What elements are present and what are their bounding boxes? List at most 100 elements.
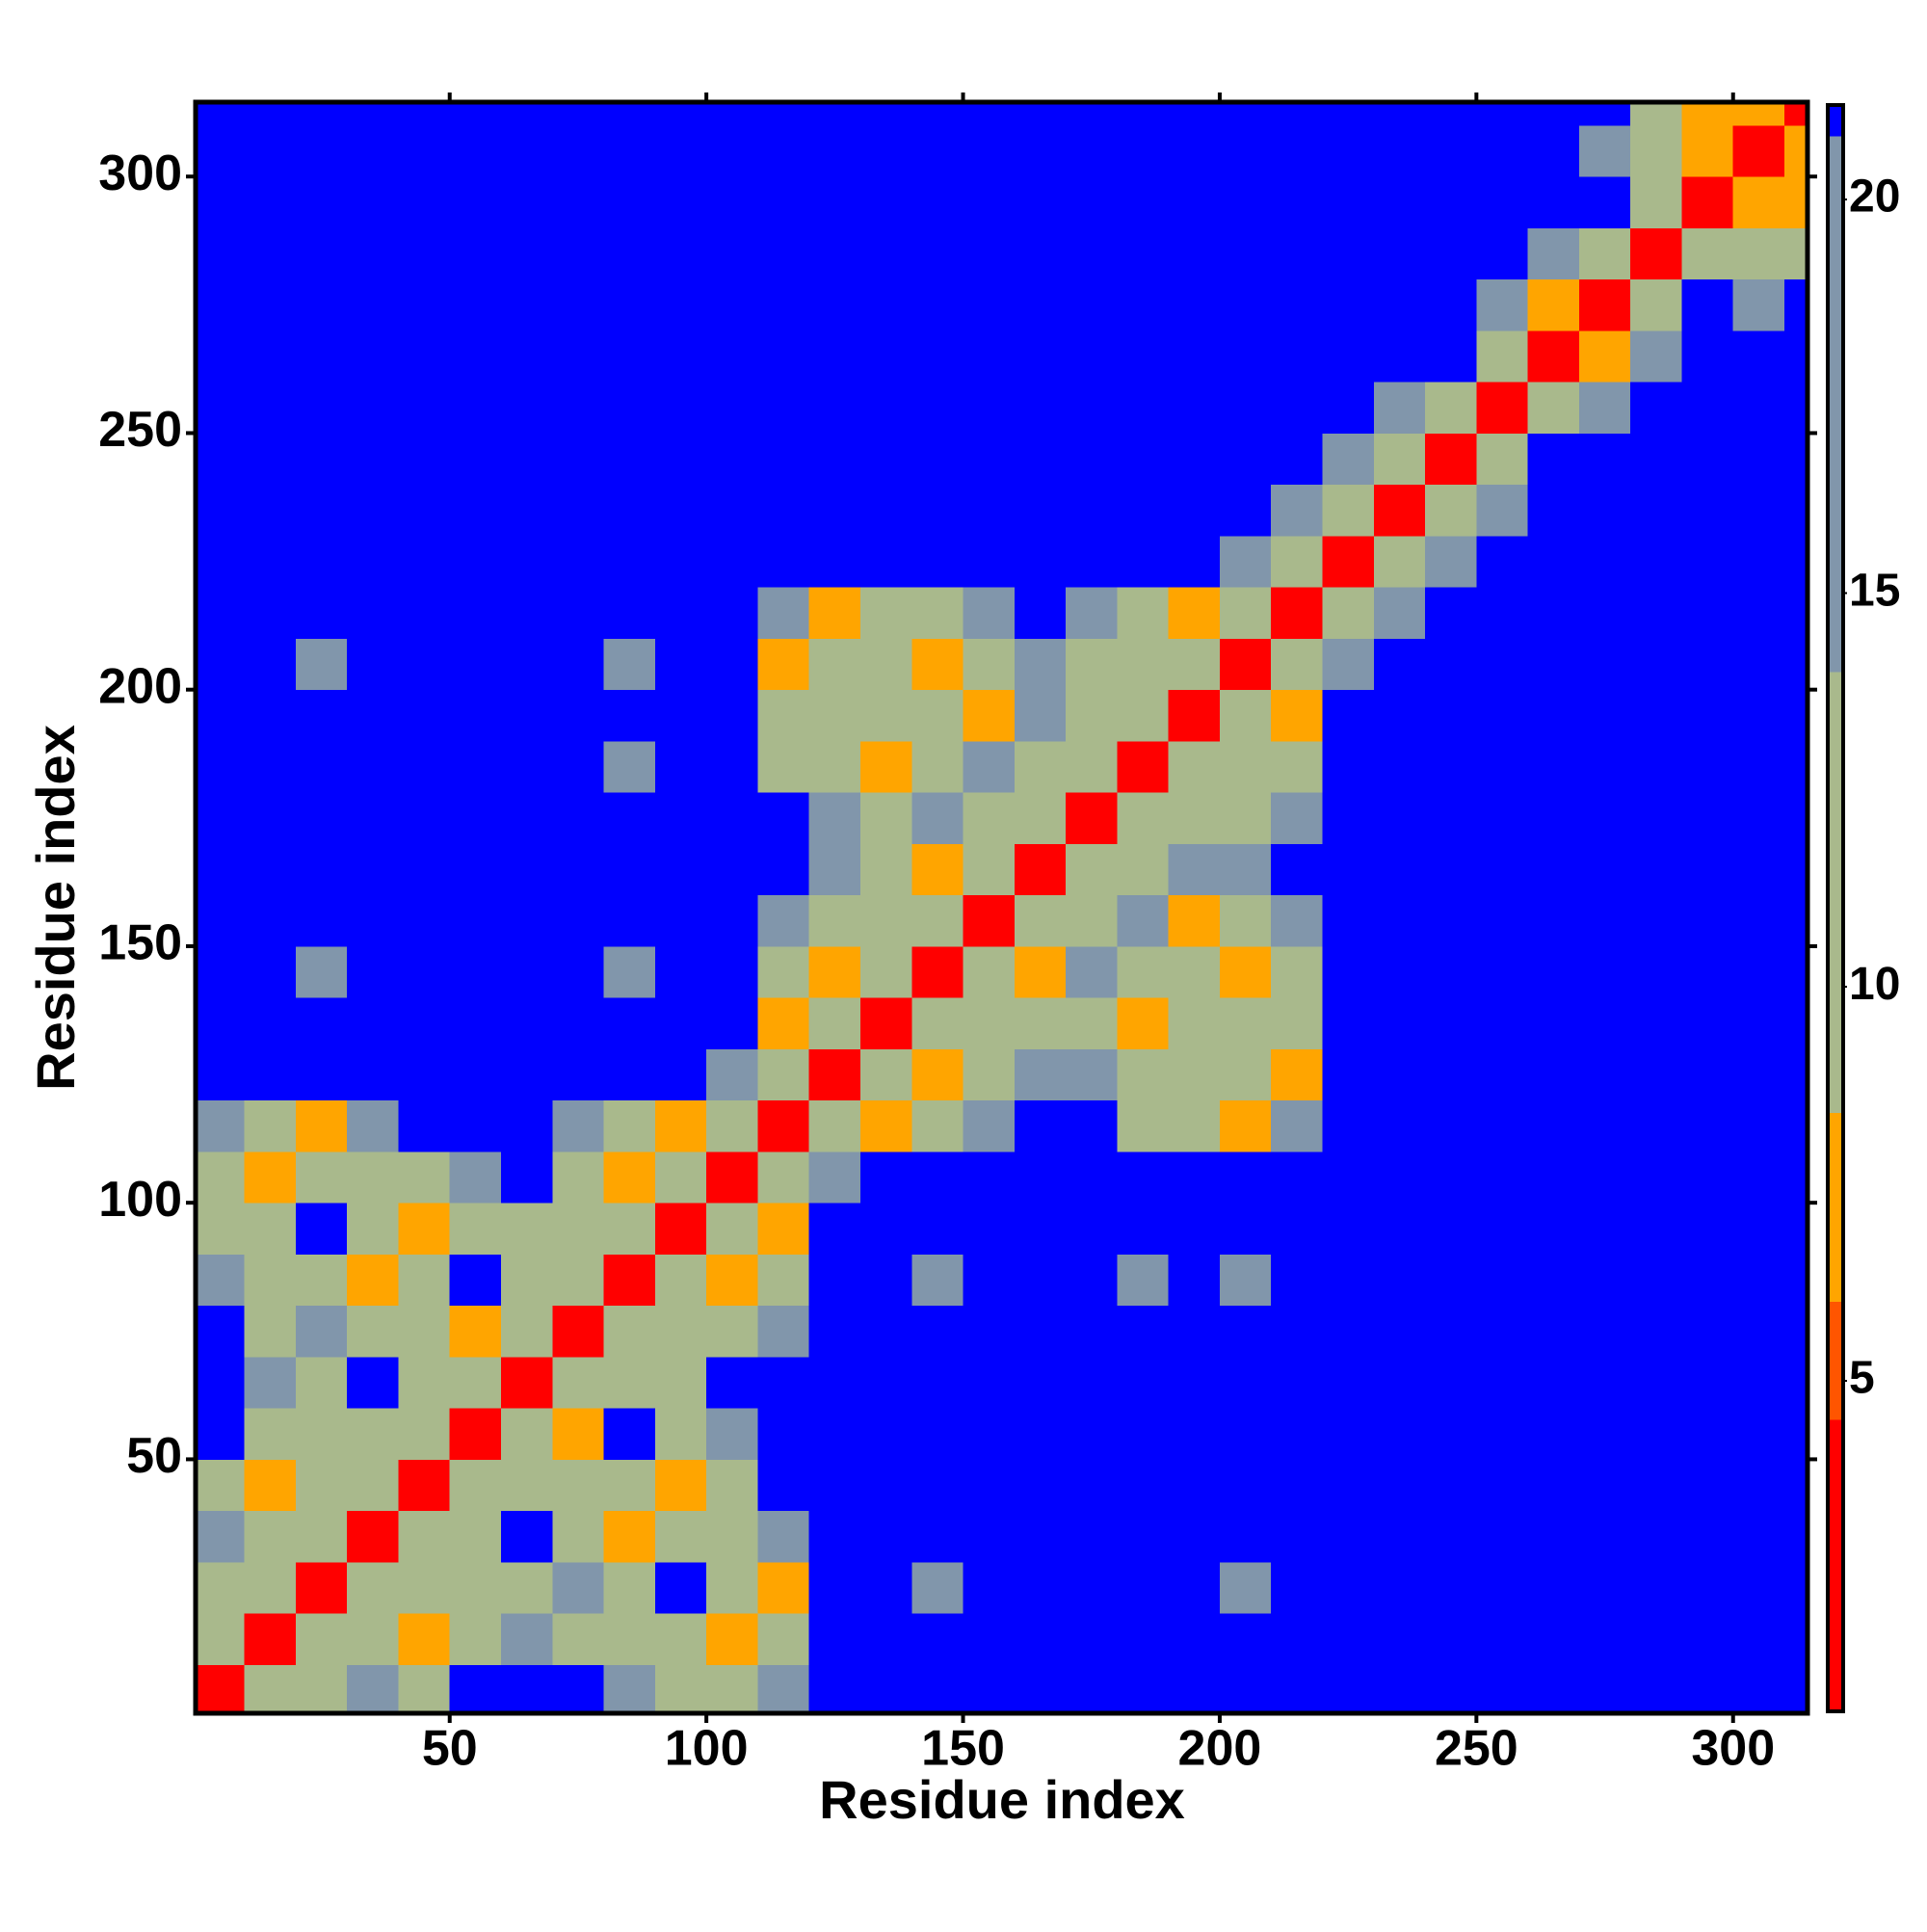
heatmap-cell xyxy=(196,1459,246,1512)
heatmap-cell xyxy=(1732,1203,1785,1255)
heatmap-cell xyxy=(1578,1099,1631,1152)
heatmap-cell xyxy=(1681,330,1734,383)
heatmap-cell xyxy=(449,1099,502,1152)
heatmap-cell xyxy=(1066,1254,1118,1307)
heatmap-cell xyxy=(196,484,246,537)
heatmap-cell xyxy=(1322,1561,1375,1614)
heatmap-cell xyxy=(1425,433,1477,486)
heatmap-cell xyxy=(1014,102,1067,126)
heatmap-cell xyxy=(1168,1613,1221,1665)
y-tick-label: 100 xyxy=(98,1172,182,1228)
heatmap-cell xyxy=(1732,997,1785,1049)
heatmap-cell xyxy=(449,689,502,742)
heatmap-cell xyxy=(347,102,399,126)
heatmap-cell xyxy=(1014,124,1067,177)
heatmap-cell xyxy=(654,587,707,639)
heatmap-cell xyxy=(1066,843,1118,896)
heatmap-cell xyxy=(295,740,348,793)
heatmap-cell xyxy=(398,1664,451,1713)
heatmap-cell xyxy=(1476,330,1529,383)
heatmap-cell xyxy=(1527,176,1580,228)
heatmap-cell xyxy=(501,997,553,1049)
heatmap-cell xyxy=(449,330,502,383)
heatmap-cell xyxy=(911,330,964,383)
heatmap-cell xyxy=(295,1356,348,1409)
heatmap-cell xyxy=(244,1203,297,1255)
heatmap-cell xyxy=(1168,1561,1221,1614)
heatmap-cell xyxy=(1425,382,1477,434)
heatmap-cell xyxy=(1373,945,1426,998)
heatmap-cell xyxy=(654,102,707,126)
heatmap-cell xyxy=(1373,638,1426,691)
heatmap-cell xyxy=(1425,740,1477,793)
heatmap-cell xyxy=(1681,382,1734,434)
y-axis-label: Residue index xyxy=(25,725,86,1091)
heatmap-cell xyxy=(706,638,758,691)
heatmap-cell xyxy=(1425,102,1477,126)
heatmap-cell xyxy=(1681,740,1734,793)
heatmap-cell xyxy=(552,1613,605,1665)
heatmap-cell xyxy=(1168,382,1221,434)
heatmap-cell xyxy=(398,1356,451,1409)
heatmap-cell xyxy=(603,382,656,434)
heatmap-cell xyxy=(295,330,348,383)
heatmap-cell xyxy=(1630,1356,1682,1409)
heatmap-cell xyxy=(1630,484,1682,537)
heatmap-cell xyxy=(1476,997,1529,1049)
heatmap-cell xyxy=(1271,1203,1324,1255)
heatmap-cell xyxy=(552,894,605,947)
heatmap-cell xyxy=(1476,740,1529,793)
heatmap-cell xyxy=(1322,587,1375,639)
heatmap-cell xyxy=(196,102,246,126)
heatmap-cell xyxy=(1117,1408,1170,1460)
heatmap-cell xyxy=(859,1203,912,1255)
heatmap-cell xyxy=(1578,278,1631,331)
heatmap-cell xyxy=(1271,227,1324,280)
heatmap-cell xyxy=(1784,1510,1808,1563)
heatmap-cell xyxy=(398,227,451,280)
heatmap-cell xyxy=(963,1408,1016,1460)
heatmap-cell xyxy=(398,124,451,177)
heatmap-cell xyxy=(963,945,1016,998)
heatmap-cell xyxy=(552,227,605,280)
heatmap-cell xyxy=(501,638,553,691)
heatmap-cell xyxy=(654,1613,707,1665)
heatmap-cell xyxy=(1630,535,1682,588)
heatmap-cell xyxy=(1578,740,1631,793)
heatmap-cell xyxy=(398,997,451,1049)
heatmap-cell xyxy=(1271,1356,1324,1409)
heatmap-cell xyxy=(1066,227,1118,280)
heatmap-cell xyxy=(1373,1408,1426,1460)
heatmap-cell xyxy=(295,792,348,844)
heatmap-cell xyxy=(1476,638,1529,691)
heatmap-cell xyxy=(1322,278,1375,331)
heatmap-cell xyxy=(1322,535,1375,588)
heatmap-cell xyxy=(1271,689,1324,742)
heatmap-cell xyxy=(1784,1305,1808,1358)
heatmap-cell xyxy=(1014,1099,1067,1152)
heatmap-cell xyxy=(1322,1151,1375,1204)
heatmap-cell xyxy=(501,330,553,383)
heatmap-cell xyxy=(1425,587,1477,639)
heatmap-cell xyxy=(295,587,348,639)
heatmap-cell xyxy=(859,1510,912,1563)
heatmap-cell xyxy=(1066,535,1118,588)
heatmap-cell xyxy=(1014,792,1067,844)
heatmap-cell xyxy=(1476,1408,1529,1460)
heatmap-cell xyxy=(1219,740,1272,793)
heatmap-cell xyxy=(1066,124,1118,177)
heatmap-cell xyxy=(347,1510,399,1563)
heatmap-cell xyxy=(1271,1664,1324,1713)
heatmap-cell xyxy=(654,1048,707,1101)
heatmap-cell xyxy=(757,638,810,691)
heatmap-cell xyxy=(1117,1151,1170,1204)
heatmap-cell xyxy=(398,1254,451,1307)
heatmap-cell xyxy=(1732,382,1785,434)
heatmap-cell xyxy=(449,1510,502,1563)
heatmap-cell xyxy=(1578,382,1631,434)
heatmap-cell xyxy=(1168,176,1221,228)
heatmap-cell xyxy=(1527,1356,1580,1409)
heatmap-cell xyxy=(859,1356,912,1409)
heatmap-cell xyxy=(654,1408,707,1460)
heatmap-cell xyxy=(552,1510,605,1563)
